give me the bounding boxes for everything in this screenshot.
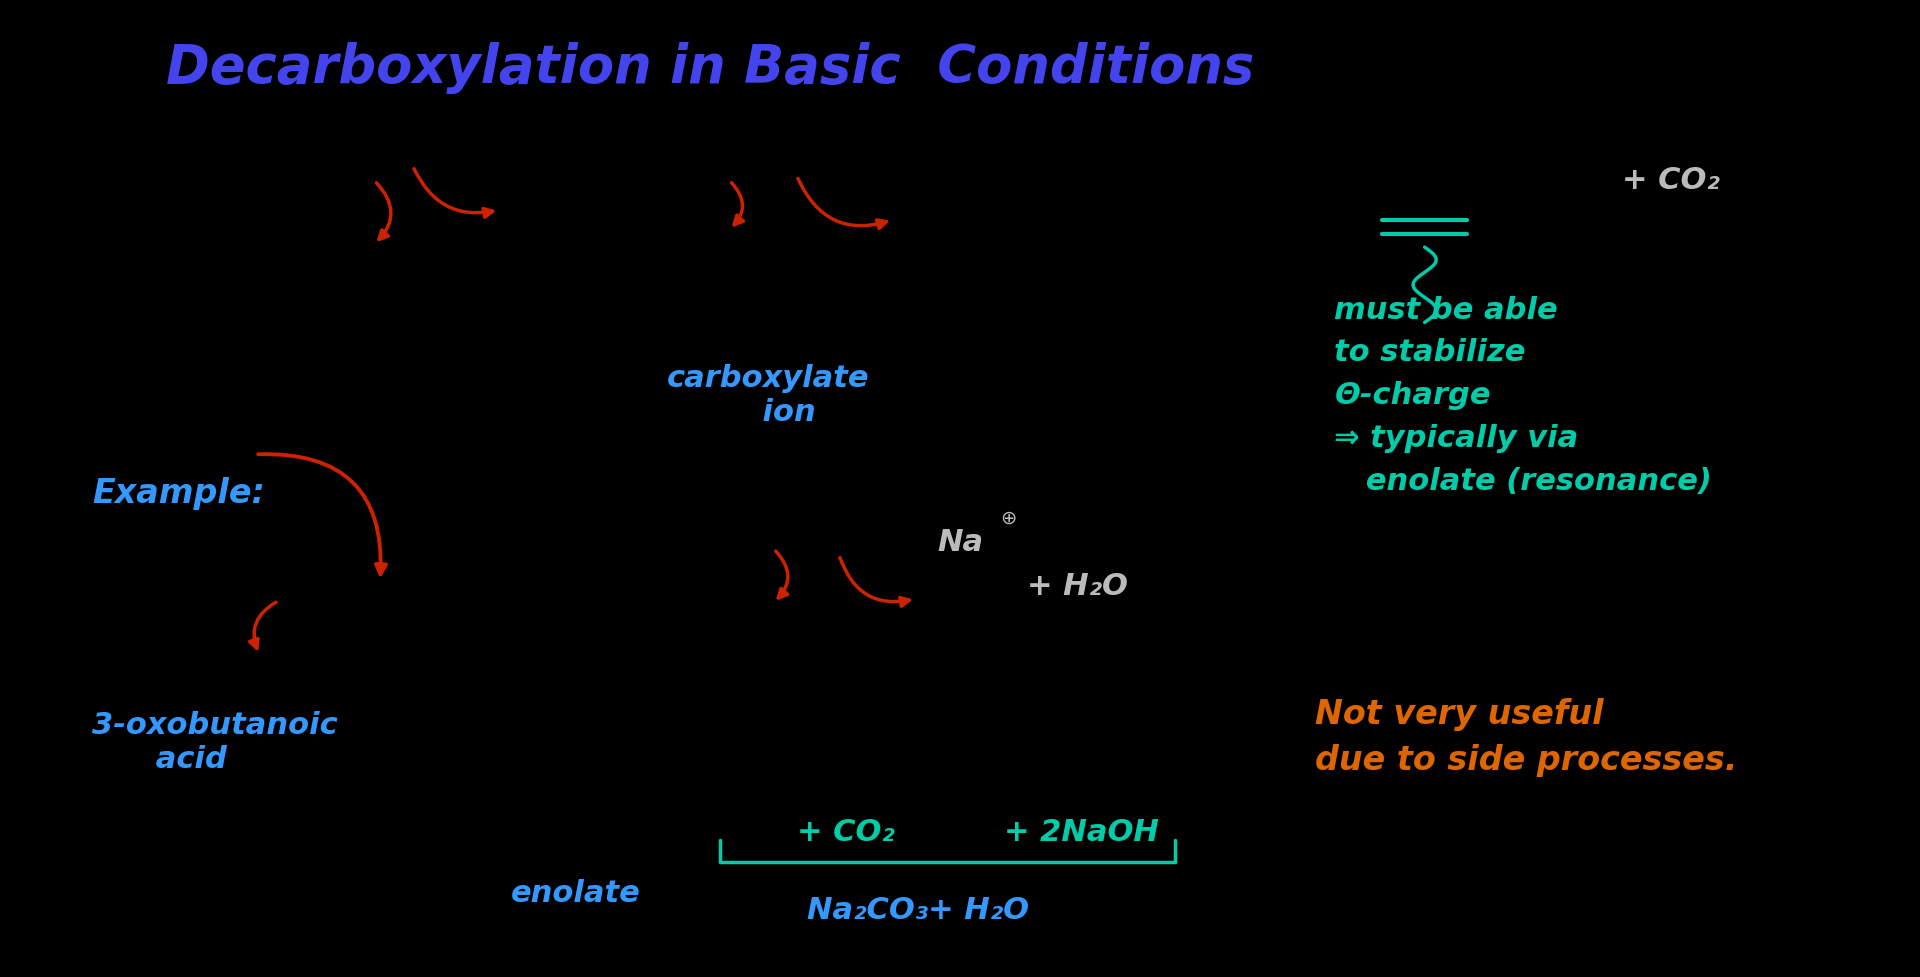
Text: Not very useful
due to side processes.: Not very useful due to side processes. — [1315, 699, 1738, 777]
FancyArrowPatch shape — [839, 558, 910, 606]
Text: + CO₂: + CO₂ — [797, 818, 895, 847]
FancyArrowPatch shape — [257, 454, 386, 574]
Text: enolate: enolate — [511, 879, 641, 909]
Text: Decarboxylation in Basic  Conditions: Decarboxylation in Basic Conditions — [167, 42, 1254, 95]
Text: must be able
to stabilize
Θ-charge
⇒ typically via
   enolate (resonance): must be able to stabilize Θ-charge ⇒ typ… — [1334, 296, 1713, 495]
FancyArrowPatch shape — [376, 183, 392, 239]
FancyArrowPatch shape — [415, 169, 493, 217]
FancyArrowPatch shape — [776, 551, 787, 598]
Text: Na₂CO₃+ H₂O: Na₂CO₃+ H₂O — [806, 896, 1029, 925]
Text: ⊕: ⊕ — [1000, 508, 1018, 528]
Text: Na: Na — [937, 528, 983, 557]
FancyArrowPatch shape — [250, 602, 276, 649]
Text: + H₂O: + H₂O — [1027, 572, 1129, 601]
Text: carboxylate
    ion: carboxylate ion — [666, 364, 870, 427]
FancyArrowPatch shape — [799, 179, 887, 229]
Text: + 2NaOH: + 2NaOH — [1004, 818, 1160, 847]
Text: Example:: Example: — [92, 477, 265, 510]
Text: + CO₂: + CO₂ — [1622, 166, 1720, 195]
Text: 3-oxobutanoic
      acid: 3-oxobutanoic acid — [92, 711, 338, 774]
FancyArrowPatch shape — [732, 183, 743, 225]
